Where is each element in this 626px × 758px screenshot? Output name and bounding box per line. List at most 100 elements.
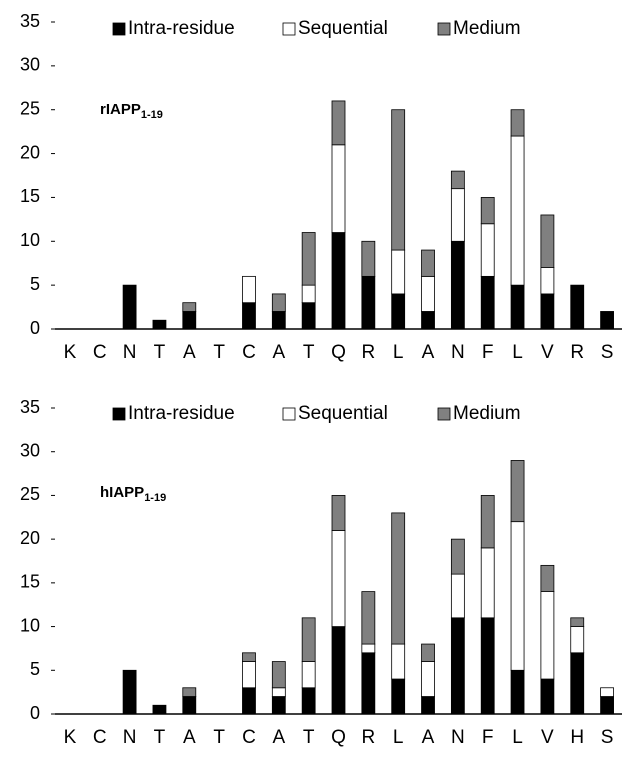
legend-label: Intra-residue: [128, 18, 235, 39]
bar-segment: [391, 678, 406, 715]
bar-segment: [600, 696, 614, 715]
x-tick-label: K: [64, 727, 77, 748]
y-tick-label: 20: [20, 528, 40, 548]
bar-segment: [271, 687, 286, 697]
x-tick-label: L: [512, 342, 523, 363]
x-tick-label: N: [123, 727, 137, 748]
y-tick-label: 10: [20, 615, 40, 635]
bar-segment: [510, 521, 525, 671]
x-tick-label: T: [154, 727, 166, 748]
bar-segment: [182, 302, 197, 312]
bar-segment: [182, 696, 197, 715]
y-tick-label: 0: [30, 703, 40, 723]
bar-segment: [301, 302, 316, 330]
x-tick-label: A: [422, 342, 435, 363]
y-tick-label: 35: [20, 11, 40, 31]
annotation-text: hIAPP: [100, 484, 144, 501]
legend-swatch: [282, 22, 296, 36]
bar-segment: [421, 643, 435, 662]
y-tick-label: 15: [20, 186, 40, 206]
bar-segment: [361, 652, 376, 715]
bar-segment: [570, 626, 585, 654]
bar-segment: [540, 293, 555, 330]
x-tick-label: T: [303, 342, 315, 363]
annotation-subscript: 1-19: [141, 109, 163, 121]
x-tick-label: N: [451, 342, 465, 363]
bar-segment: [301, 232, 316, 286]
bar-segment: [600, 687, 614, 697]
legend-swatch: [112, 407, 126, 421]
bar-segment: [331, 626, 346, 715]
bar-segment: [152, 704, 167, 715]
bar-segment: [510, 460, 525, 523]
bar-segment: [540, 267, 555, 295]
bar-segment: [242, 302, 256, 330]
x-tick-label: H: [570, 727, 584, 748]
bar-segment: [391, 109, 406, 251]
bar-segment: [301, 687, 316, 715]
bar-segment: [421, 696, 435, 715]
bar-segment: [540, 591, 555, 680]
x-tick-label: C: [242, 727, 256, 748]
legend-swatch: [437, 407, 451, 421]
bar-segment: [480, 495, 495, 549]
bar-segment: [122, 669, 137, 715]
bar-segment: [570, 284, 585, 330]
bar-segment: [510, 109, 525, 137]
bar-segment: [271, 311, 286, 330]
legend-label: Medium: [453, 403, 521, 424]
y-tick-label: 30: [20, 55, 40, 75]
annotation: hIAPP1-19: [100, 484, 166, 504]
x-tick-label: T: [213, 342, 225, 363]
x-tick-label: N: [123, 342, 137, 363]
bar-segment: [271, 696, 286, 715]
x-tick-label: R: [361, 727, 375, 748]
x-tick-label: F: [482, 727, 494, 748]
bar-segment: [480, 223, 495, 277]
x-tick-label: L: [393, 342, 404, 363]
y-tick-label: 15: [20, 572, 40, 592]
y-tick-label: 25: [20, 98, 40, 118]
legend-swatch: [282, 407, 296, 421]
bar-segment: [122, 284, 137, 330]
bar-segment: [301, 284, 316, 304]
x-tick-label: A: [183, 342, 196, 363]
bar-segment: [540, 678, 555, 715]
bar-segment: [570, 617, 585, 627]
legend-swatch: [437, 22, 451, 36]
bar-segment: [421, 311, 435, 330]
bar-segment: [361, 240, 376, 277]
y-tick-label: 35: [20, 397, 40, 417]
x-tick-label: F: [482, 342, 494, 363]
bar-segment: [600, 311, 614, 330]
bar-segment: [421, 249, 435, 277]
bar-segment: [450, 617, 465, 715]
bar-segment: [391, 512, 406, 645]
x-tick-label: R: [361, 342, 375, 363]
bar-segment: [242, 661, 256, 689]
y-tick-label: 25: [20, 484, 40, 504]
bar-segment: [450, 538, 465, 575]
x-tick-label: S: [601, 342, 614, 363]
annotation: rIAPP1-19: [100, 101, 163, 121]
legend-label: Sequential: [298, 18, 388, 39]
x-tick-label: N: [451, 727, 465, 748]
bar-segment: [391, 249, 406, 295]
bar-segment: [540, 214, 555, 269]
x-tick-label: A: [272, 727, 285, 748]
bar-segment: [361, 643, 376, 654]
bar-segment: [540, 564, 555, 592]
x-tick-label: L: [512, 727, 523, 748]
bar-segment: [510, 135, 525, 286]
x-tick-label: C: [93, 727, 107, 748]
bar-segment: [182, 687, 197, 697]
x-tick-label: K: [64, 342, 77, 363]
x-tick-label: T: [213, 727, 225, 748]
bar-segment: [152, 319, 167, 330]
y-tick-label: 5: [30, 659, 40, 679]
bar-segment: [301, 661, 316, 689]
y-tick-label: 0: [30, 318, 40, 338]
